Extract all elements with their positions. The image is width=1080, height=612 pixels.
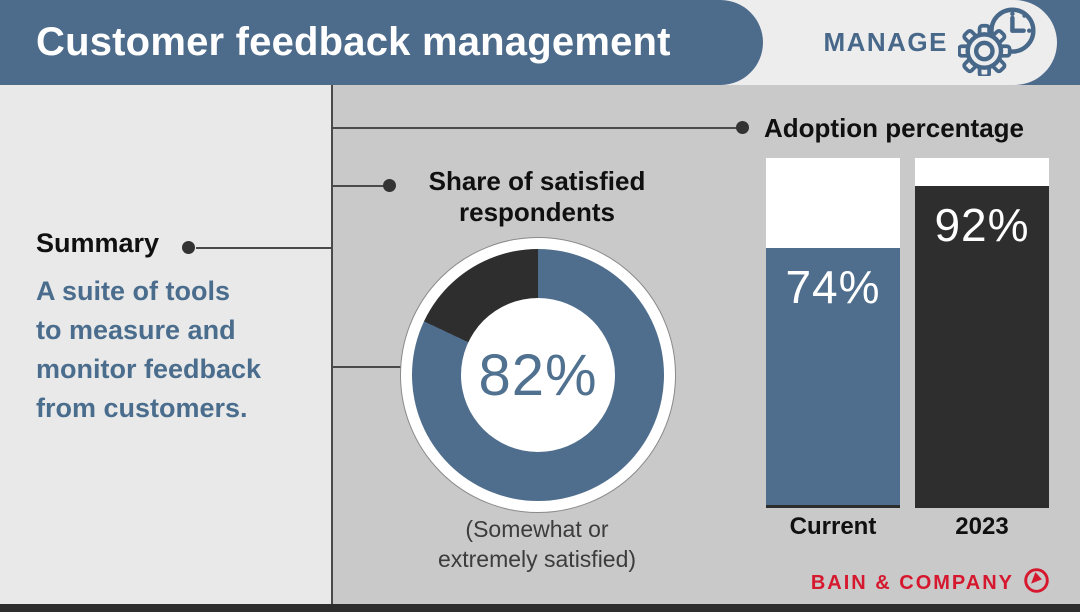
donut-chart: 82% xyxy=(400,237,676,513)
manage-badge-label: MANAGE xyxy=(823,27,948,57)
summary-description: A suite of tools to measure and monitor … xyxy=(36,276,262,423)
vertical-divider xyxy=(331,85,333,604)
summary-sidebar xyxy=(0,85,331,604)
bar-current-value: 74% xyxy=(785,261,881,314)
connector-adoption-dot xyxy=(736,121,749,134)
connector-donut xyxy=(332,366,404,368)
bar-chart-title: Adoption percentage xyxy=(764,113,1025,143)
bar-current-fill: 74% xyxy=(766,248,900,505)
bar-current: 74% xyxy=(766,158,900,505)
brand-name: BAIN & COMPANY xyxy=(810,571,1014,594)
connector-adoption xyxy=(332,127,742,129)
manage-pill[interactable]: MANAGE xyxy=(710,0,1057,85)
bar-2023-label: 2023 xyxy=(955,513,1009,540)
donut-chart-title: Share of satisfied respondents xyxy=(428,166,646,227)
connector-summary-dot xyxy=(182,241,195,254)
donut-center: 82% xyxy=(461,298,615,452)
bar-2023: 92% xyxy=(915,158,1049,505)
bottom-strip xyxy=(0,604,1080,612)
bain-compass-icon xyxy=(1023,567,1050,599)
bar-current-label: Current xyxy=(789,513,877,540)
gear-clock-icon xyxy=(957,4,1043,81)
bar-2023-fill: 92% xyxy=(915,185,1049,505)
donut-center-value: 82% xyxy=(478,342,598,408)
brand-logo[interactable]: BAIN & COMPANY xyxy=(811,567,1050,599)
connector-share xyxy=(332,185,388,187)
bar-2023-baseline xyxy=(915,505,1049,508)
summary-heading: Summary xyxy=(36,228,160,258)
title-banner: Customer feedback management xyxy=(0,0,763,85)
page-title: Customer feedback management xyxy=(36,20,671,64)
bar-current-baseline xyxy=(766,505,900,508)
connector-share-dot xyxy=(383,179,396,192)
donut-caption: (Somewhat or extremely satisfied) xyxy=(437,516,637,572)
bar-2023-value: 92% xyxy=(934,198,1030,251)
connector-summary xyxy=(196,247,331,249)
